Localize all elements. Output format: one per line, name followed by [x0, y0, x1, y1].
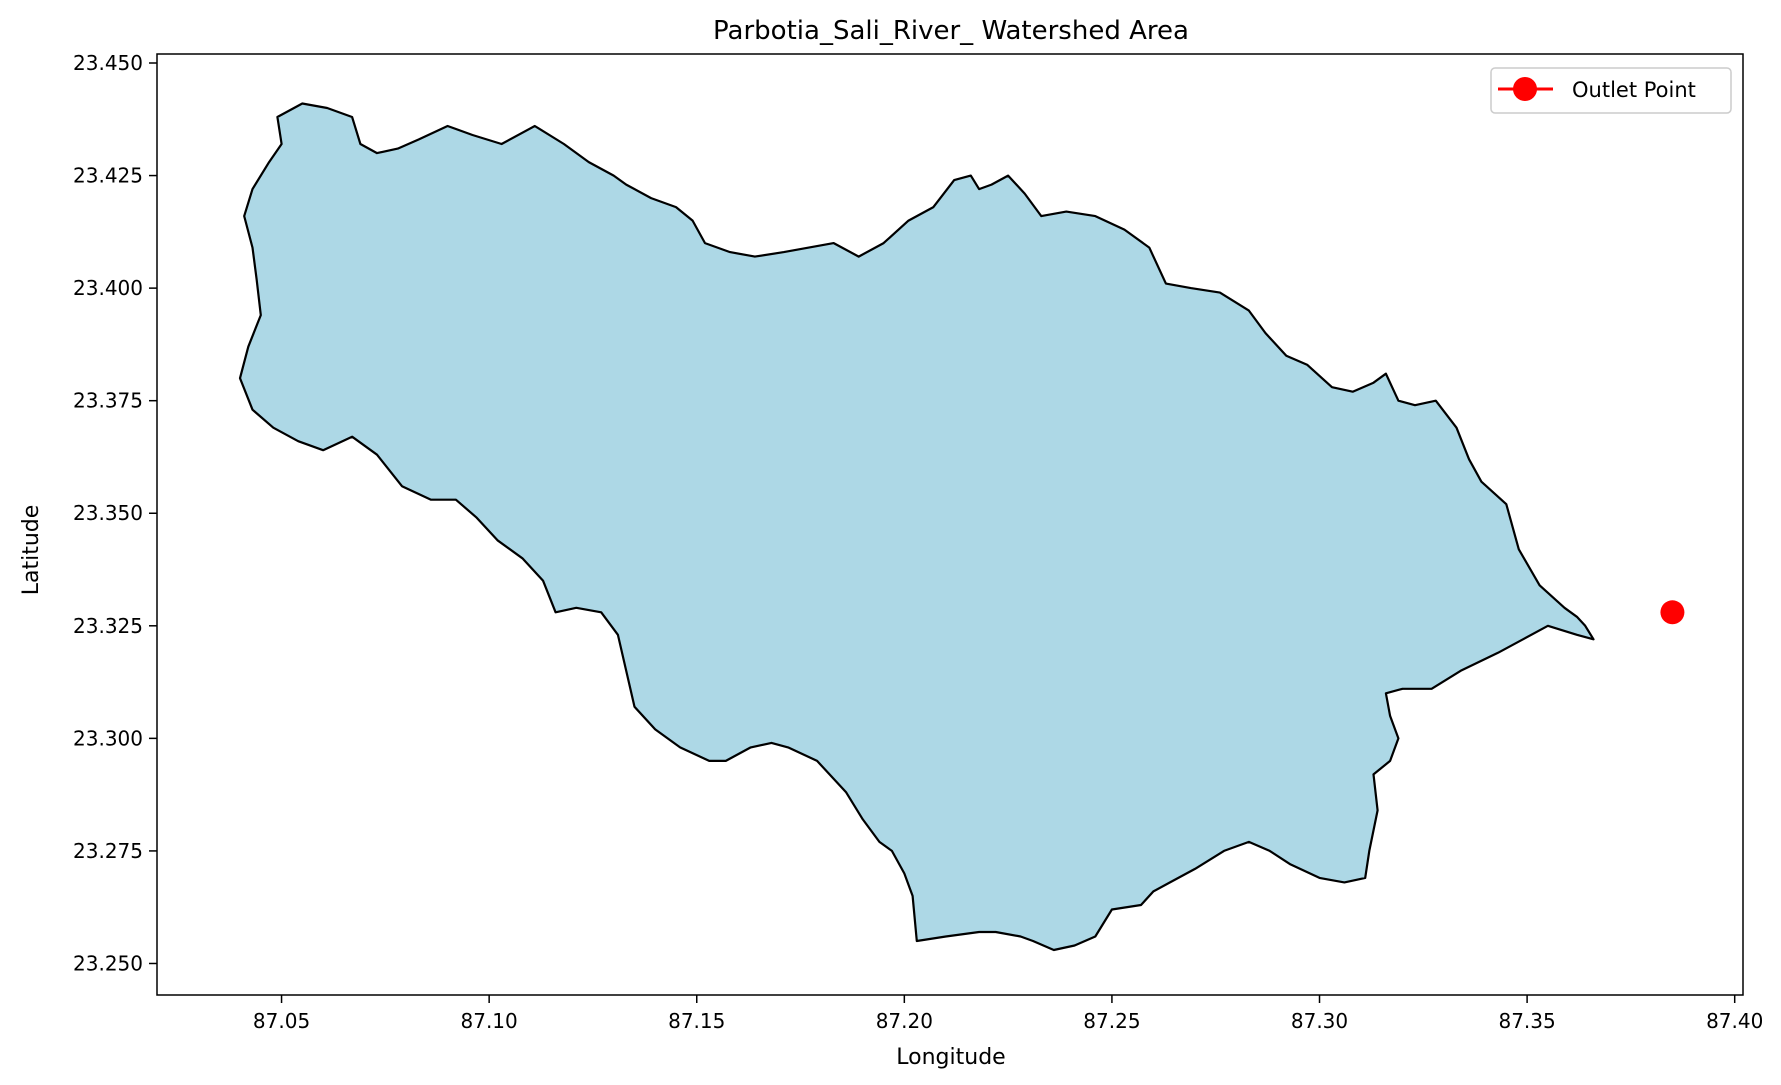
plot-frame — [156, 53, 1744, 996]
y-tick-label: 23.350 — [73, 501, 143, 525]
y-tick-label: 23.450 — [73, 51, 143, 75]
x-tick-label: 87.15 — [668, 1009, 725, 1033]
y-tick-label: 23.425 — [73, 164, 143, 188]
outlet-point-marker — [1660, 600, 1685, 625]
y-tick-label: 23.300 — [73, 726, 143, 750]
plot-area — [156, 53, 1744, 996]
x-tick-label: 87.30 — [1291, 1009, 1348, 1033]
legend-label: Outlet Point — [1572, 78, 1696, 102]
x-tick-label: 87.40 — [1706, 1009, 1763, 1033]
y-axis-label: Latitude — [19, 505, 44, 596]
x-axis-label: Longitude — [896, 1045, 1005, 1070]
legend: Outlet Point — [1490, 67, 1732, 114]
x-tick-label: 87.20 — [876, 1009, 933, 1033]
y-tick-label: 23.275 — [73, 839, 143, 863]
x-tick-label: 87.35 — [1498, 1009, 1555, 1033]
legend-frame — [1490, 67, 1732, 114]
y-tick-label: 23.400 — [73, 276, 143, 300]
x-tick-label: 87.10 — [461, 1009, 518, 1033]
y-tick-label: 23.325 — [73, 614, 143, 638]
x-tick-label: 87.05 — [253, 1009, 310, 1033]
chart-title: Parbotia_Sali_River_ Watershed Area — [713, 16, 1189, 46]
y-tick-label: 23.375 — [73, 389, 143, 413]
watershed-polygon — [238, 102, 1595, 952]
legend-marker-icon — [1513, 77, 1537, 101]
y-axis-ticks: 23.250 23.275 23.300 23.325 23.350 23.375 23.4… — [73, 51, 157, 975]
y-tick-label: 23.250 — [73, 951, 143, 975]
x-tick-label: 87.25 — [1083, 1009, 1140, 1033]
x-axis-ticks: 87.05 87.10 87.15 87.20 87.25 87.30 87.35 87.40 — [253, 995, 1763, 1033]
